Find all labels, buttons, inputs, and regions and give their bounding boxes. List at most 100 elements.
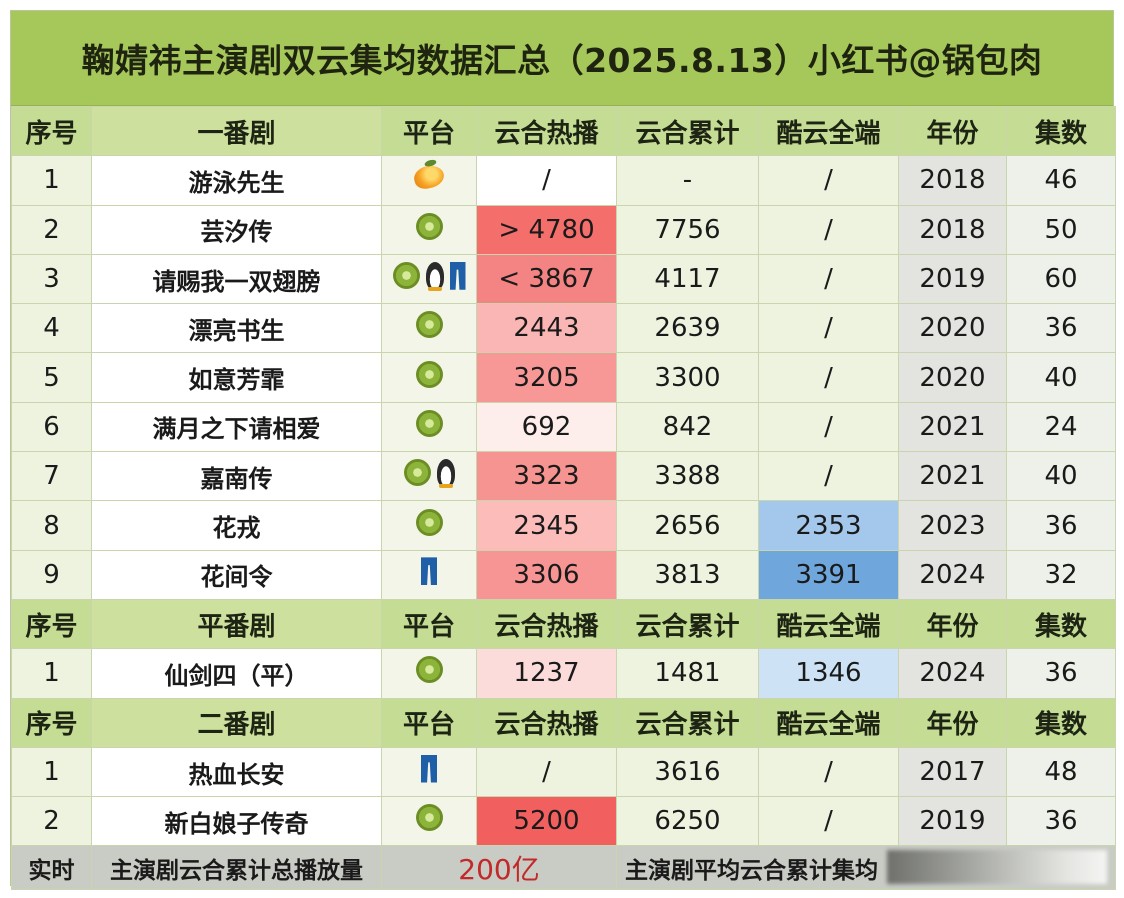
yunhe-cumulative-value: 3388 — [616, 451, 759, 502]
penguin-icon — [425, 261, 444, 291]
yunhe-cumulative-value: 2639 — [616, 303, 759, 354]
kuyun-value: / — [758, 303, 899, 354]
platform-cell — [381, 746, 477, 798]
platform-icons — [421, 754, 437, 783]
yunhe-hot-value: 1237 — [476, 648, 617, 699]
platform-icons — [403, 458, 455, 488]
yunhe-cumulative-value: 7756 — [616, 204, 759, 255]
table-row: 5 如意芳霏 3205 3300/2020 40 — [11, 352, 1116, 403]
platform-cell — [381, 253, 477, 305]
row-index: 6 — [11, 401, 92, 453]
row-index: 1 — [11, 746, 92, 798]
yunhe-hot-value: / — [476, 746, 617, 798]
table-row: 2 芸汐传 > 4780 7756/2018 50 — [11, 204, 1116, 255]
jeans-icon — [421, 754, 437, 783]
drama-name: 热血长安 — [91, 746, 382, 798]
header-yunhe-cumulative: 云合累计 — [616, 697, 759, 748]
episodes-value: 24 — [1006, 401, 1116, 453]
total-plays-value: 200亿 — [381, 845, 617, 891]
average-plays-label: 主演剧平均云合累计集均 — [616, 845, 1116, 891]
platform-cell — [381, 549, 477, 600]
platform-icons — [421, 557, 437, 586]
yunhe-hot-value: 3323 — [476, 451, 617, 502]
year-value: 2018 — [898, 155, 1007, 206]
kiwi-icon — [415, 409, 443, 437]
section-header-row: 序号 平番剧 平台 云合热播 云合累计 酷云全端 年份 集数 — [11, 598, 1116, 650]
header-drama: 二番剧 — [91, 697, 382, 748]
header-yunhe-hot: 云合热播 — [476, 697, 617, 748]
obscured-value — [887, 850, 1107, 885]
kuyun-value: 2353 — [758, 500, 899, 551]
header-kuyun: 酷云全端 — [758, 105, 899, 157]
drama-name: 游泳先生 — [91, 155, 382, 206]
episodes-value: 36 — [1006, 303, 1116, 354]
header-yunhe-cumulative: 云合累计 — [616, 105, 759, 157]
episodes-value: 40 — [1006, 451, 1116, 502]
table-row: 8 花戎 2345 2656 2353 2023 36 — [11, 500, 1116, 551]
header-episodes: 集数 — [1006, 105, 1116, 157]
drama-name: 满月之下请相爱 — [91, 401, 382, 453]
row-index: 3 — [11, 253, 92, 305]
jeans-icon — [449, 261, 466, 290]
platform-icons — [415, 804, 443, 832]
header-kuyun: 酷云全端 — [758, 697, 899, 748]
header-yunhe-hot: 云合热播 — [476, 105, 617, 157]
episodes-value: 48 — [1006, 746, 1116, 798]
header-platform: 平台 — [381, 697, 477, 748]
platform-icons — [415, 409, 443, 437]
header-drama: 一番剧 — [91, 105, 382, 157]
year-value: 2021 — [898, 401, 1007, 453]
platform-cell — [381, 352, 477, 403]
year-value: 2019 — [898, 796, 1007, 847]
table-row: 1 游泳先生 / -/2018 46 — [11, 155, 1116, 206]
drama-name: 花戎 — [91, 500, 382, 551]
platform-cell — [381, 451, 477, 502]
table-row: 6 满月之下请相爱 692 842/2021 24 — [11, 401, 1116, 453]
platform-cell — [381, 500, 477, 551]
kiwi-icon — [415, 311, 443, 339]
kiwi-icon — [415, 360, 443, 388]
kuyun-value: / — [758, 155, 899, 206]
kiwi-icon — [415, 804, 443, 832]
platform-icons — [415, 311, 443, 339]
platform-icons — [415, 360, 443, 388]
kiwi-icon — [415, 656, 443, 684]
header-yunhe-hot: 云合热播 — [476, 598, 617, 650]
row-index: 1 — [11, 155, 92, 206]
year-value: 2020 — [898, 352, 1007, 403]
yunhe-cumulative-value: 3813 — [616, 549, 759, 600]
platform-cell — [381, 155, 477, 206]
data-table-sheet: 鞠婧祎主演剧双云集均数据汇总（2025.8.13）小红书@锅包肉 序号 一番剧 平台… — [10, 10, 1116, 891]
header-year: 年份 — [898, 105, 1007, 157]
summary-row: 实时 主演剧云合累计总播放量 200亿 主演剧平均云合累计集均 — [11, 845, 1116, 891]
kuyun-value: 3391 — [758, 549, 899, 600]
header-drama: 平番剧 — [91, 598, 382, 650]
platform-cell — [381, 648, 477, 699]
episodes-value: 60 — [1006, 253, 1116, 305]
table-row: 1 热血长安/3616/2017 48 — [11, 746, 1116, 798]
table-row: 4 漂亮书生 2443 2639/2020 36 — [11, 303, 1116, 354]
section-header-row: 序号 一番剧 平台 云合热播 云合累计 酷云全端 年份 集数 — [11, 105, 1116, 157]
table-row: 1 仙剑四（平） 1237 1481 1346 2024 36 — [11, 648, 1116, 699]
header-platform: 平台 — [381, 105, 477, 157]
header-year: 年份 — [898, 598, 1007, 650]
kiwi-icon — [403, 459, 431, 487]
yunhe-hot-value: 3306 — [476, 549, 617, 600]
episodes-value: 32 — [1006, 549, 1116, 600]
episodes-value: 46 — [1006, 155, 1116, 206]
kiwi-icon — [415, 508, 443, 536]
kuyun-value: / — [758, 253, 899, 305]
yunhe-cumulative-value: 3300 — [616, 352, 759, 403]
drama-name: 花间令 — [91, 549, 382, 600]
row-index: 2 — [11, 204, 92, 255]
platform-icons — [392, 261, 466, 291]
drama-name: 仙剑四（平） — [91, 648, 382, 699]
yunhe-hot-value: 692 — [476, 401, 617, 453]
year-value: 2020 — [898, 303, 1007, 354]
section-header-row: 序号 二番剧 平台 云合热播 云合累计 酷云全端 年份 集数 — [11, 697, 1116, 748]
kuyun-value: / — [758, 204, 899, 255]
header-episodes: 集数 — [1006, 598, 1116, 650]
yunhe-hot-value: 5200 — [476, 796, 617, 847]
platform-icons — [415, 212, 443, 240]
episodes-value: 50 — [1006, 204, 1116, 255]
